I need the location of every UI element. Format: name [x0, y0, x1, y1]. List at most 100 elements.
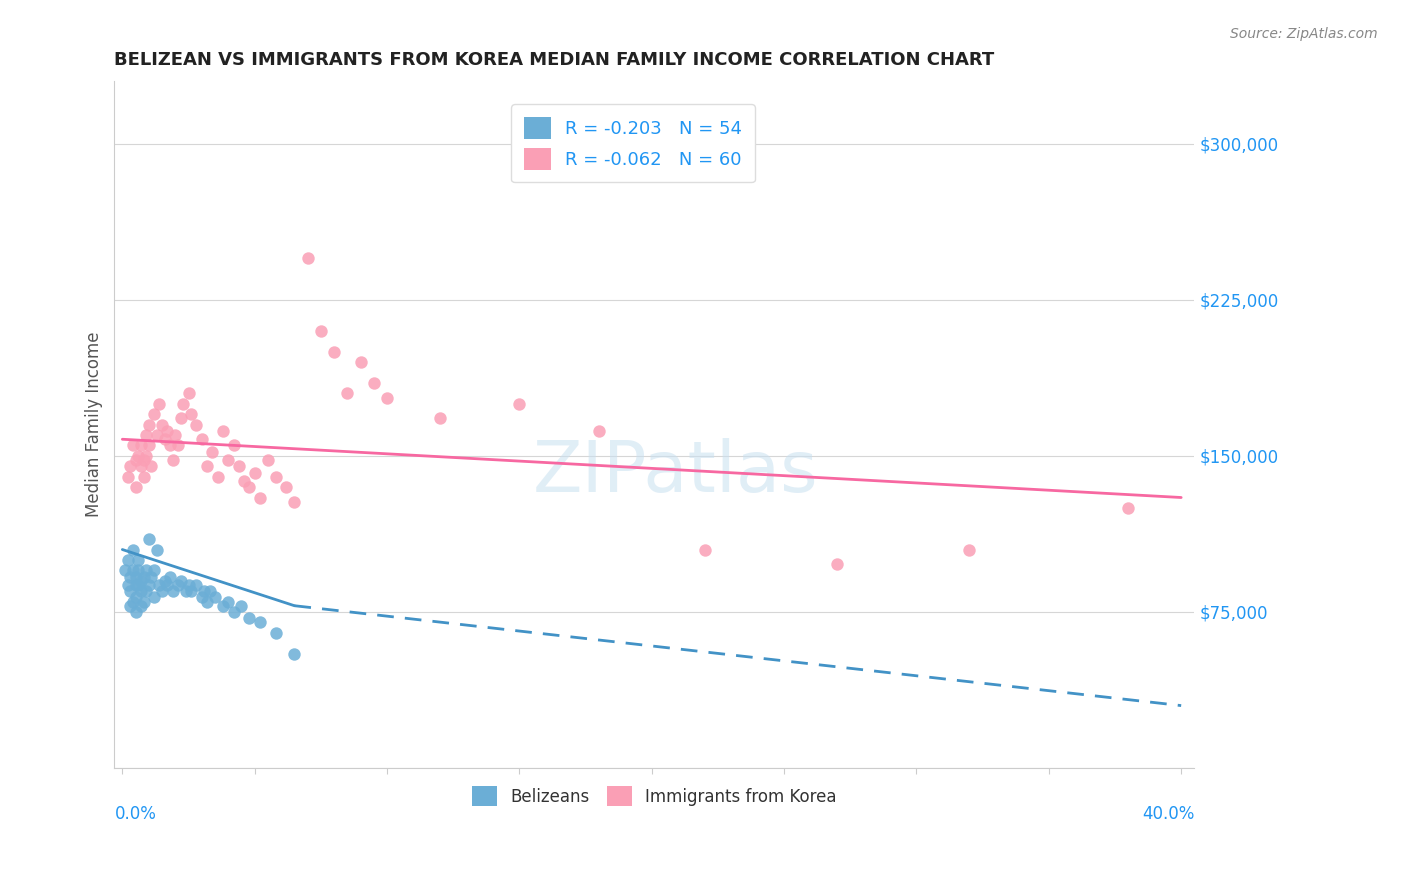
Point — [120, 459, 142, 474]
Point — [132, 469, 155, 483]
Point — [169, 574, 191, 588]
Point — [249, 615, 271, 630]
Point — [135, 584, 157, 599]
Point — [231, 599, 253, 613]
Point — [148, 578, 170, 592]
Point — [212, 599, 235, 613]
Point — [117, 469, 139, 483]
Point — [156, 578, 179, 592]
Point — [172, 397, 194, 411]
Point — [191, 432, 214, 446]
Point — [323, 344, 346, 359]
Point — [957, 542, 980, 557]
Point — [132, 453, 155, 467]
Point — [180, 584, 202, 599]
Point — [222, 438, 245, 452]
Point — [191, 591, 214, 605]
Legend: Belizeans, Immigrants from Korea: Belizeans, Immigrants from Korea — [464, 778, 845, 814]
Point — [117, 578, 139, 592]
Point — [233, 474, 256, 488]
Point — [207, 469, 229, 483]
Point — [283, 647, 305, 661]
Point — [150, 417, 173, 432]
Point — [162, 453, 184, 467]
Point — [129, 574, 152, 588]
Point — [186, 417, 208, 432]
Point — [122, 594, 145, 608]
Point — [159, 438, 181, 452]
Point — [120, 584, 142, 599]
Point — [162, 584, 184, 599]
Point — [124, 591, 146, 605]
Point — [238, 611, 260, 625]
Point — [122, 438, 145, 452]
Point — [257, 453, 280, 467]
Point — [120, 599, 142, 613]
Point — [135, 449, 157, 463]
Text: 40.0%: 40.0% — [1142, 805, 1195, 823]
Point — [508, 397, 530, 411]
Point — [138, 578, 160, 592]
Point — [588, 424, 610, 438]
Point — [124, 480, 146, 494]
Point — [217, 594, 239, 608]
Point — [195, 594, 218, 608]
Point — [117, 553, 139, 567]
Point — [167, 578, 190, 592]
Point — [122, 542, 145, 557]
Point — [129, 599, 152, 613]
Point — [693, 542, 716, 557]
Point — [174, 584, 197, 599]
Point — [336, 386, 359, 401]
Point — [132, 569, 155, 583]
Point — [153, 432, 176, 446]
Point — [129, 584, 152, 599]
Point — [138, 417, 160, 432]
Point — [177, 578, 200, 592]
Point — [141, 459, 163, 474]
Point — [148, 397, 170, 411]
Point — [143, 563, 166, 577]
Point — [169, 411, 191, 425]
Y-axis label: Median Family Income: Median Family Income — [86, 332, 103, 517]
Point — [124, 569, 146, 583]
Point — [135, 428, 157, 442]
Text: BELIZEAN VS IMMIGRANTS FROM KOREA MEDIAN FAMILY INCOME CORRELATION CHART: BELIZEAN VS IMMIGRANTS FROM KOREA MEDIAN… — [114, 51, 994, 69]
Point — [165, 428, 187, 442]
Point — [153, 574, 176, 588]
Point — [204, 591, 226, 605]
Point — [167, 438, 190, 452]
Point — [375, 391, 398, 405]
Point — [138, 532, 160, 546]
Point — [135, 563, 157, 577]
Point — [145, 428, 167, 442]
Point — [222, 605, 245, 619]
Point — [264, 625, 287, 640]
Point — [143, 407, 166, 421]
Point — [238, 480, 260, 494]
Point — [129, 459, 152, 474]
Text: ZIPatlas: ZIPatlas — [533, 438, 818, 508]
Point — [159, 569, 181, 583]
Point — [180, 407, 202, 421]
Point — [198, 584, 221, 599]
Point — [249, 491, 271, 505]
Point — [186, 578, 208, 592]
Point — [141, 569, 163, 583]
Point — [195, 459, 218, 474]
Point — [120, 569, 142, 583]
Text: Source: ZipAtlas.com: Source: ZipAtlas.com — [1230, 27, 1378, 41]
Point — [122, 563, 145, 577]
Point — [283, 494, 305, 508]
Point — [297, 251, 319, 265]
Point — [363, 376, 385, 390]
Point — [138, 438, 160, 452]
Point — [127, 449, 149, 463]
Point — [127, 553, 149, 567]
Point — [228, 459, 250, 474]
Point — [177, 386, 200, 401]
Point — [429, 411, 451, 425]
Point — [349, 355, 371, 369]
Point — [193, 584, 215, 599]
Point — [127, 578, 149, 592]
